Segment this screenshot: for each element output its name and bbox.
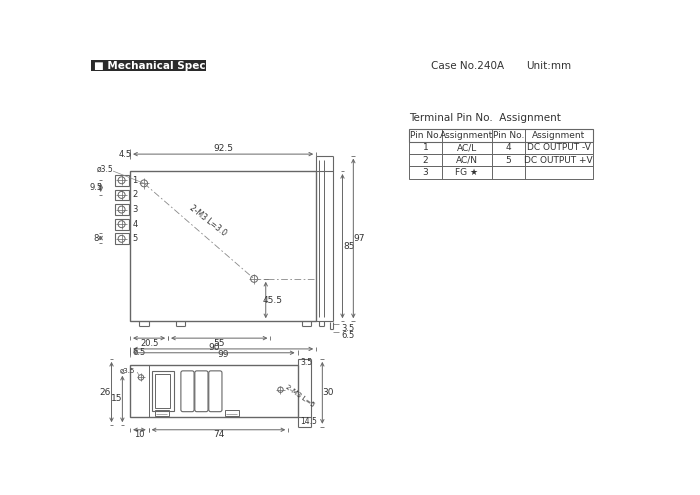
Bar xyxy=(115,190,129,200)
Text: 10: 10 xyxy=(134,430,145,439)
Bar xyxy=(130,171,316,321)
Text: FG ★: FG ★ xyxy=(455,168,478,177)
Text: 5: 5 xyxy=(132,234,138,244)
Text: 2: 2 xyxy=(132,191,138,199)
Text: Terminal Pin No.  Assignment: Terminal Pin No. Assignment xyxy=(409,113,561,123)
Bar xyxy=(409,154,593,166)
Text: 90: 90 xyxy=(208,343,220,352)
Text: 6.5: 6.5 xyxy=(133,348,146,357)
Bar xyxy=(225,410,239,416)
Text: 26: 26 xyxy=(99,388,111,396)
Text: 4.5: 4.5 xyxy=(119,149,132,158)
Text: 55: 55 xyxy=(214,339,225,348)
Text: 4: 4 xyxy=(132,220,138,229)
Text: 85: 85 xyxy=(343,242,354,250)
Text: Unit:mm: Unit:mm xyxy=(526,60,571,71)
Bar xyxy=(155,374,170,408)
Bar xyxy=(115,175,129,186)
Bar xyxy=(409,142,593,154)
Text: Case No.240A: Case No.240A xyxy=(430,60,504,71)
Text: 45.5: 45.5 xyxy=(262,296,283,304)
Text: 3: 3 xyxy=(132,205,138,214)
Text: 1: 1 xyxy=(132,176,138,185)
Text: DC OUTPUT -V: DC OUTPUT -V xyxy=(527,144,591,152)
Text: 97: 97 xyxy=(353,234,365,243)
Text: 3.5: 3.5 xyxy=(341,324,354,333)
Text: 74: 74 xyxy=(213,430,224,439)
Text: ■ Mechanical Specification: ■ Mechanical Specification xyxy=(94,60,255,71)
Text: 1: 1 xyxy=(423,144,428,152)
Text: Assignment: Assignment xyxy=(440,131,494,140)
Bar xyxy=(409,166,593,179)
Text: 2-M3 L=3.0: 2-M3 L=3.0 xyxy=(188,204,228,238)
Text: 15: 15 xyxy=(111,395,122,403)
Text: 92.5: 92.5 xyxy=(213,144,233,153)
Text: ø3.5: ø3.5 xyxy=(120,367,135,374)
Bar xyxy=(155,410,169,416)
Text: Pin No.: Pin No. xyxy=(410,131,441,140)
Bar xyxy=(152,371,174,411)
Text: DC OUTPUT +V: DC OUTPUT +V xyxy=(524,156,593,165)
Text: 14.5: 14.5 xyxy=(300,417,318,426)
Bar xyxy=(92,60,206,71)
Bar xyxy=(115,234,129,244)
Text: AC/N: AC/N xyxy=(456,156,478,165)
Text: 2-M3 L=5: 2-M3 L=5 xyxy=(284,384,316,408)
Text: ø3.5: ø3.5 xyxy=(97,165,113,174)
Text: 6.5: 6.5 xyxy=(341,331,354,341)
Text: 20.5: 20.5 xyxy=(140,339,158,348)
Bar xyxy=(130,365,298,417)
Text: 30: 30 xyxy=(323,388,335,397)
Text: Pin No.: Pin No. xyxy=(493,131,524,140)
Bar xyxy=(409,130,593,142)
Text: 3.5: 3.5 xyxy=(300,357,313,366)
Text: 5: 5 xyxy=(505,156,511,165)
Text: 99: 99 xyxy=(218,350,229,359)
Text: Assignment: Assignment xyxy=(532,131,585,140)
Text: 4: 4 xyxy=(505,144,511,152)
Bar xyxy=(115,219,129,230)
Text: 8: 8 xyxy=(93,234,99,243)
Text: 3: 3 xyxy=(423,168,428,177)
Text: AC/L: AC/L xyxy=(456,144,477,152)
Bar xyxy=(115,204,129,215)
Text: 2: 2 xyxy=(423,156,428,165)
Text: 9.5: 9.5 xyxy=(90,183,103,192)
